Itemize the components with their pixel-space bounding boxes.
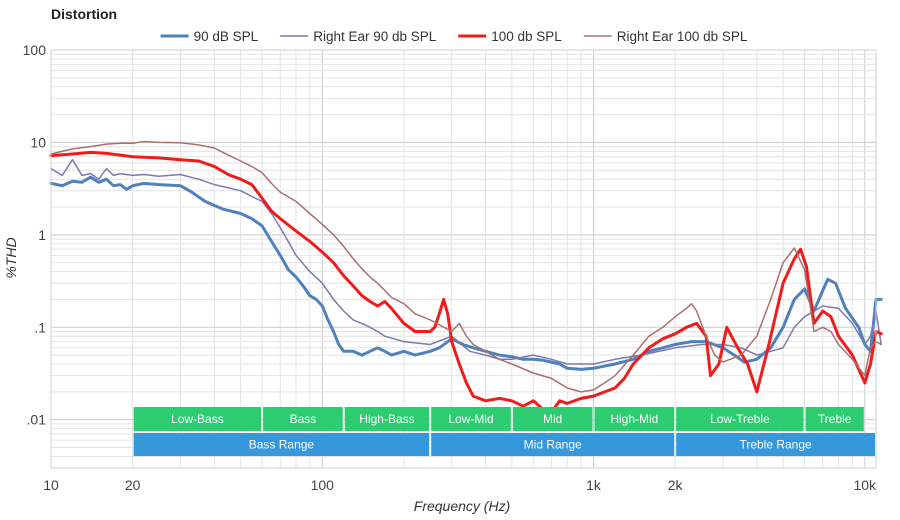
sub-band-mid bbox=[512, 407, 593, 431]
legend-label: Right Ear 100 db SPL bbox=[617, 29, 748, 44]
x-tick-label: 2k bbox=[668, 477, 684, 493]
y-tick-label: 1 bbox=[38, 227, 46, 243]
range-band-label: Treble Range bbox=[739, 438, 812, 452]
x-tick-label: 1k bbox=[586, 477, 602, 493]
range-band-mid-range bbox=[431, 433, 675, 456]
range-band-label: Bass Range bbox=[249, 438, 315, 452]
legend-item-90-db-spl[interactable]: 90 dB SPL bbox=[160, 29, 259, 44]
sub-band-label: Treble bbox=[818, 412, 852, 426]
sub-band-high-bass bbox=[344, 407, 430, 431]
series-group bbox=[49, 140, 883, 414]
sub-band-low-bass bbox=[133, 407, 262, 431]
frequency-bands: Low-Bass Bass High-Bass Low-Mid Mid High-Mid L… bbox=[133, 407, 875, 456]
sub-band-low-treble bbox=[676, 407, 804, 431]
sub-band-bass bbox=[263, 407, 343, 431]
sub-band-label: Bass bbox=[290, 412, 317, 426]
sub-band-high-mid bbox=[594, 407, 675, 431]
x-axis-ticks: 10 20 100 1k 2k 10k bbox=[43, 477, 877, 493]
legend-label: 90 dB SPL bbox=[194, 29, 259, 44]
sub-band-label: High-Bass bbox=[359, 412, 414, 426]
y-axis-label: %THD bbox=[3, 237, 19, 278]
series-line-right-ear-100-db-spl bbox=[50, 140, 882, 393]
grid bbox=[50, 50, 876, 469]
legend-item-100-db-spl[interactable]: 100 db SPL bbox=[458, 29, 562, 44]
sub-band-label: Low-Treble bbox=[710, 412, 770, 426]
range-band-bass-range bbox=[133, 433, 430, 456]
sub-band-treble bbox=[805, 407, 864, 431]
legend: 90 dB SPL Right Ear 90 db SPL 100 db SPL Ri… bbox=[160, 29, 748, 44]
legend-item-right-ear-100-db-spl[interactable]: Right Ear 100 db SPL bbox=[583, 29, 748, 44]
sub-band-low-mid bbox=[431, 407, 511, 431]
plot-frame bbox=[50, 49, 877, 469]
y-tick-label: .1 bbox=[34, 319, 46, 335]
legend-item-right-ear-90-db-spl[interactable]: Right Ear 90 db SPL bbox=[280, 29, 437, 44]
legend-label: Right Ear 90 db SPL bbox=[313, 29, 437, 44]
x-tick-label: 20 bbox=[125, 477, 141, 493]
range-band-treble-range bbox=[676, 433, 875, 456]
y-tick-label: .01 bbox=[27, 412, 47, 428]
chart-title: Distortion bbox=[51, 6, 117, 22]
y-tick-label: 100 bbox=[23, 42, 47, 58]
x-tick-label: 10k bbox=[853, 477, 877, 493]
sub-band-label: Mid bbox=[543, 412, 562, 426]
y-axis-ticks: 100 10 1 .1 .01 bbox=[23, 42, 47, 428]
sub-band-label: High-Mid bbox=[610, 412, 658, 426]
x-tick-label: 10 bbox=[43, 477, 59, 493]
x-tick-label: 100 bbox=[311, 477, 335, 493]
sub-band-label: Low-Bass bbox=[171, 412, 224, 426]
series-line-100-db-spl bbox=[49, 150, 883, 414]
range-band-label: Mid Range bbox=[524, 438, 582, 452]
sub-band-label: Low-Mid bbox=[448, 412, 493, 426]
y-tick-label: 10 bbox=[30, 134, 46, 150]
legend-label: 100 db SPL bbox=[491, 29, 562, 44]
x-axis-label: Frequency (Hz) bbox=[414, 498, 510, 514]
series-line-right-ear-90-db-spl bbox=[50, 158, 882, 365]
